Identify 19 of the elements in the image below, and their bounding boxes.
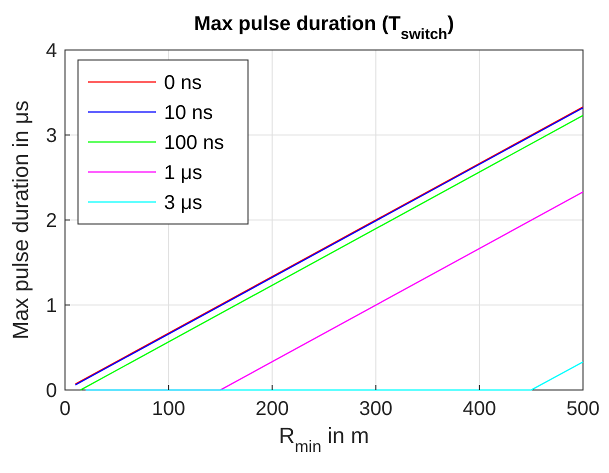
legend-label: 1 μs [164, 162, 202, 184]
x-tick-label: 200 [256, 398, 289, 420]
x-tick-label: 400 [462, 398, 496, 420]
y-tick-label: 0 [46, 380, 57, 402]
y-tick-label: 3 [46, 125, 57, 147]
y-axis-title: Max pulse duration in μs [8, 100, 33, 340]
chart-title: Max pulse duration (T$_{switch}$) [194, 13, 454, 42]
y-tick-label: 4 [46, 40, 57, 62]
x-tick-label: 500 [566, 398, 600, 420]
x-tick-label: 0 [59, 398, 71, 420]
x-axis-title: R$_{min}$ in m [278, 423, 370, 456]
legend-label: 3 μs [164, 192, 202, 214]
x-tick-label: 300 [359, 398, 392, 420]
legend-label: 10 ns [164, 102, 213, 124]
x-tick-label: 100 [152, 398, 186, 420]
y-tick-label: 1 [46, 295, 57, 317]
legend-label: 100 ns [164, 132, 224, 154]
y-tick-label: 2 [46, 210, 57, 232]
legend-label: 0 ns [164, 72, 202, 94]
